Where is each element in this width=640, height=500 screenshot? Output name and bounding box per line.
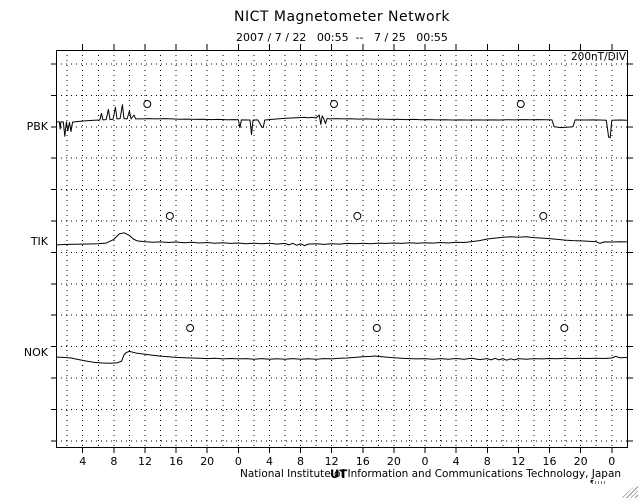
x-tick-label: 4 (79, 455, 86, 468)
station-label-tik: TIK (30, 235, 48, 248)
x-tick-label: 20 (200, 455, 214, 468)
x-tick-label: 12 (138, 455, 152, 468)
station-label-pbk: PBK (26, 120, 48, 133)
trace-pbk (56, 104, 628, 139)
x-tick-label: 8 (110, 455, 117, 468)
daily-marker-tik (165, 211, 174, 220)
x-tick-label: 20 (387, 455, 401, 468)
x-axis-unit-label: UT (330, 467, 348, 481)
x-tick-label: 12 (325, 455, 339, 468)
x-tick-label: 4 (266, 455, 273, 468)
daily-marker-tik (353, 211, 362, 220)
x-tick-label: 8 (484, 455, 491, 468)
credit-footer: National Institute of Information and Co… (240, 468, 622, 480)
x-tick-label: 20 (574, 455, 588, 468)
x-tick-label: 0 (608, 455, 615, 468)
x-tick-label: 4 (453, 455, 460, 468)
x-tick-label: 16 (169, 455, 183, 468)
x-tick-label: 0 (422, 455, 429, 468)
page-title: NICT Magnetometer Network (234, 9, 450, 25)
date-range-label: 2007 / 7 / 22 00:55 -- 7 / 25 00:55 (236, 31, 448, 44)
daily-marker-nok (186, 324, 195, 333)
x-tick-label: 8 (297, 455, 304, 468)
x-tick-label: 0 (235, 455, 242, 468)
daily-marker-pbk (143, 100, 152, 109)
trace-nok (56, 350, 628, 364)
daily-marker-tik (539, 211, 548, 220)
x-tick-label: 16 (356, 455, 370, 468)
daily-marker-pbk (330, 100, 339, 109)
daily-marker-nok (372, 324, 381, 333)
trace-tik (56, 232, 628, 247)
scale-per-division-label: 200nT/DIV (570, 51, 626, 63)
x-tick-label: 16 (543, 455, 557, 468)
daily-marker-pbk (516, 100, 525, 109)
daily-marker-nok (560, 324, 569, 333)
plot-border (56, 50, 628, 448)
x-tick-label: 12 (511, 455, 525, 468)
station-label-nok: NOK (23, 346, 48, 359)
micro-text (592, 481, 606, 484)
